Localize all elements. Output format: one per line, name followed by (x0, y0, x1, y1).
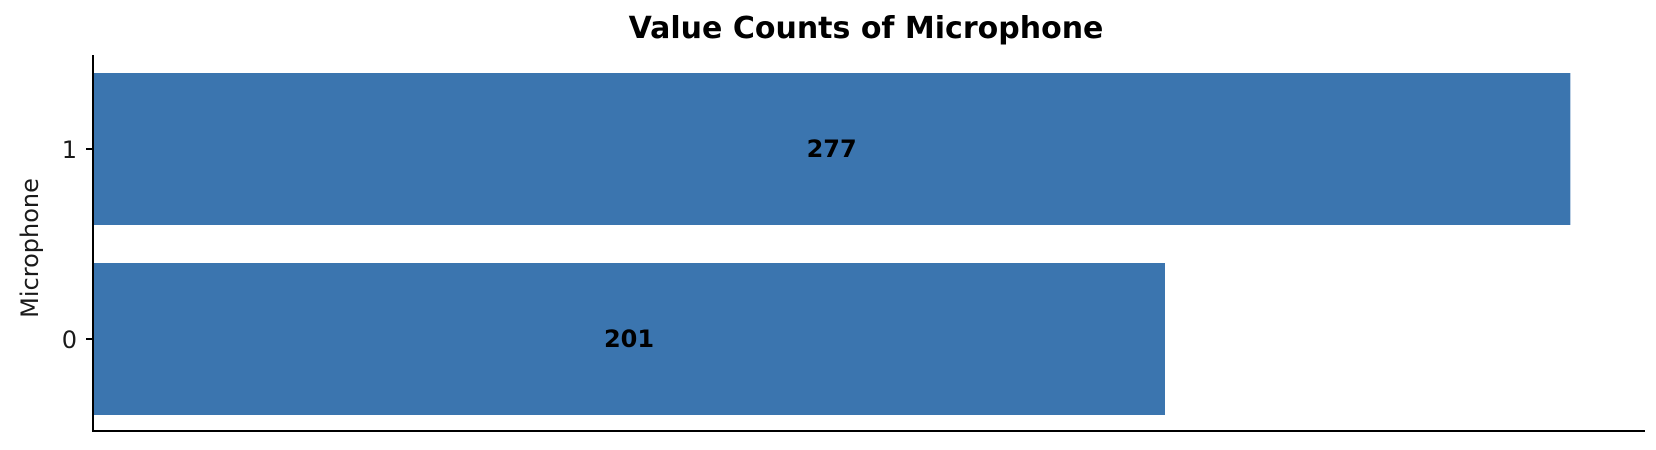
bar-labels-group: 277 201 (604, 135, 857, 353)
y-tick-label-0: 0 (62, 326, 77, 354)
y-ticks-group: 10 (62, 136, 93, 354)
bar-1 (93, 73, 1571, 225)
bar-0 (93, 263, 1165, 415)
y-axis-label: Microphone (16, 178, 44, 318)
chart-title: Value Counts of Microphone (629, 11, 1104, 46)
bars-group (93, 73, 1571, 415)
bar-value-label-0: 201 (604, 325, 654, 353)
y-tick-label-1: 1 (62, 136, 77, 164)
bar-value-label-1: 277 (807, 135, 857, 163)
